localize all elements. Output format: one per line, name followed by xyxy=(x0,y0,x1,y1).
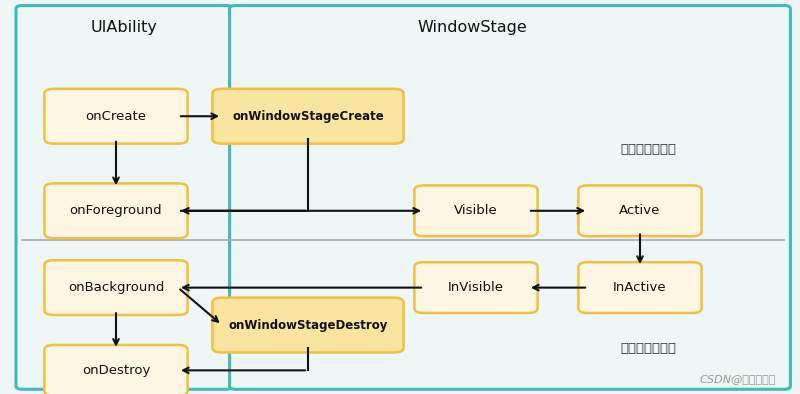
FancyBboxPatch shape xyxy=(213,89,403,144)
FancyBboxPatch shape xyxy=(16,6,233,389)
Text: onCreate: onCreate xyxy=(86,110,146,123)
Text: Visible: Visible xyxy=(454,204,498,217)
FancyBboxPatch shape xyxy=(578,186,702,236)
Text: UIAbility: UIAbility xyxy=(90,20,158,35)
Text: onWindowStageCreate: onWindowStageCreate xyxy=(232,110,384,123)
FancyBboxPatch shape xyxy=(44,260,187,315)
FancyBboxPatch shape xyxy=(44,89,187,144)
Text: onForeground: onForeground xyxy=(70,204,162,217)
Text: Active: Active xyxy=(619,204,661,217)
Text: 应用切后台时序: 应用切后台时序 xyxy=(620,342,676,355)
FancyBboxPatch shape xyxy=(44,345,187,394)
Text: 应用切前台时序: 应用切前台时序 xyxy=(620,143,676,156)
FancyBboxPatch shape xyxy=(414,186,538,236)
FancyBboxPatch shape xyxy=(414,262,538,313)
FancyBboxPatch shape xyxy=(213,298,403,352)
Text: WindowStage: WindowStage xyxy=(417,20,527,35)
Text: InActive: InActive xyxy=(613,281,667,294)
FancyBboxPatch shape xyxy=(44,184,187,238)
Text: InVisible: InVisible xyxy=(448,281,504,294)
Text: CSDN@大才程序员: CSDN@大才程序员 xyxy=(700,374,776,384)
Text: onBackground: onBackground xyxy=(68,281,164,294)
FancyBboxPatch shape xyxy=(230,6,790,389)
Text: onDestroy: onDestroy xyxy=(82,364,150,377)
Text: onWindowStageDestroy: onWindowStageDestroy xyxy=(228,319,388,331)
FancyBboxPatch shape xyxy=(578,262,702,313)
